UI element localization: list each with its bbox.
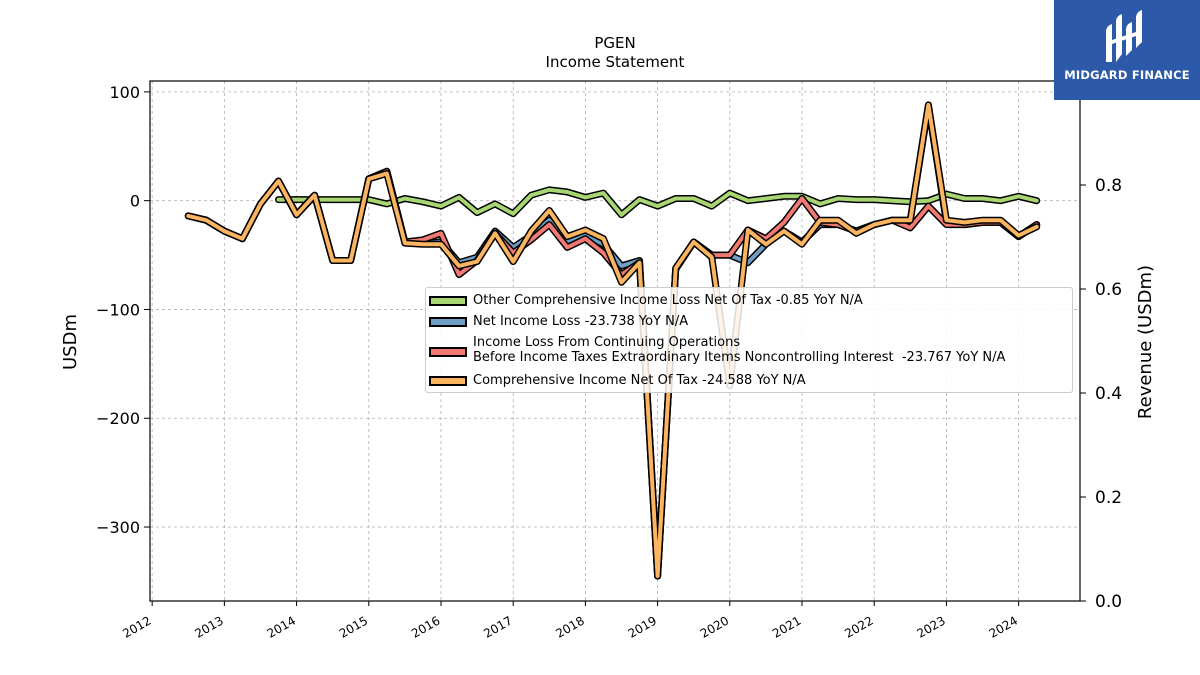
midgard-finance-logo: MIDGARD FINANCE [1054,0,1200,100]
x-tick-label: 2014 [265,613,298,640]
midgard-logo-mark-icon [1106,10,1142,62]
y-axis-label-right: Revenue (USDm) [1135,265,1156,419]
y-right-tick-label: 0.6 [1095,280,1122,300]
y-right-tick-label: 0.4 [1095,384,1122,404]
y-tick-label: 0 [130,192,140,211]
legend-label-net-income-loss: Net Income Loss -23.738 YoY N/A [473,314,689,329]
series-lines [184,101,1041,580]
plot-frame [149,80,1081,602]
x-tick-label: 2021 [770,613,803,640]
x-tick-label: 2013 [192,613,225,640]
legend-swatch-comprehensive-income [429,376,467,386]
x-tick-label: 2012 [120,613,153,640]
x-tick-label: 2024 [987,613,1020,640]
legend-label-other-comprehensive-income: Other Comprehensive Income Loss Net Of T… [473,293,863,308]
legend-swatch-other-comprehensive-income [429,296,467,306]
logo-text: MIDGARD FINANCE [1064,68,1190,82]
y-tick-label: 100 [109,83,140,102]
x-tick-label: 2019 [626,613,659,640]
x-tick-label: 2022 [842,613,875,640]
legend-swatch-net-income-loss [429,317,467,327]
right-y-axis: 0.0 0.2 0.4 0.6 0.8 [1080,176,1122,612]
y-axis-label-left: USDm [60,314,81,370]
series-comprehensive-income-line [186,102,1039,578]
y-tick-label: −300 [96,518,140,537]
x-tick-label: 2023 [914,613,947,640]
x-tick-label: 2020 [698,613,731,640]
chart-title: PGEN [594,34,635,52]
left-y-axis: 100 0 −100 −200 −300 [96,83,150,537]
x-axis: 2012 2013 2014 2015 2016 2017 2018 2019 2020 2021… [120,601,1020,641]
x-tick-label: 2016 [409,613,442,640]
y-tick-label: −100 [96,300,140,319]
x-tick-label: 2018 [553,613,586,640]
chart-subtitle: Income Statement [546,53,685,71]
x-tick-label: 2017 [481,613,514,640]
chart-legend: Other Comprehensive Income Loss Net Of T… [425,287,1073,393]
y-right-tick-label: 0.2 [1095,488,1122,508]
y-right-tick-label: 0.0 [1095,592,1122,612]
legend-label-income-loss-continuing-ops: Income Loss From Continuing Operations B… [473,335,1006,365]
legend-label-comprehensive-income: Comprehensive Income Net Of Tax -24.588 … [473,373,806,388]
legend-swatch-income-loss-continuing-ops [429,347,467,357]
y-right-tick-label: 0.8 [1095,176,1122,196]
x-tick-label: 2015 [337,613,370,640]
y-tick-label: −200 [96,409,140,428]
